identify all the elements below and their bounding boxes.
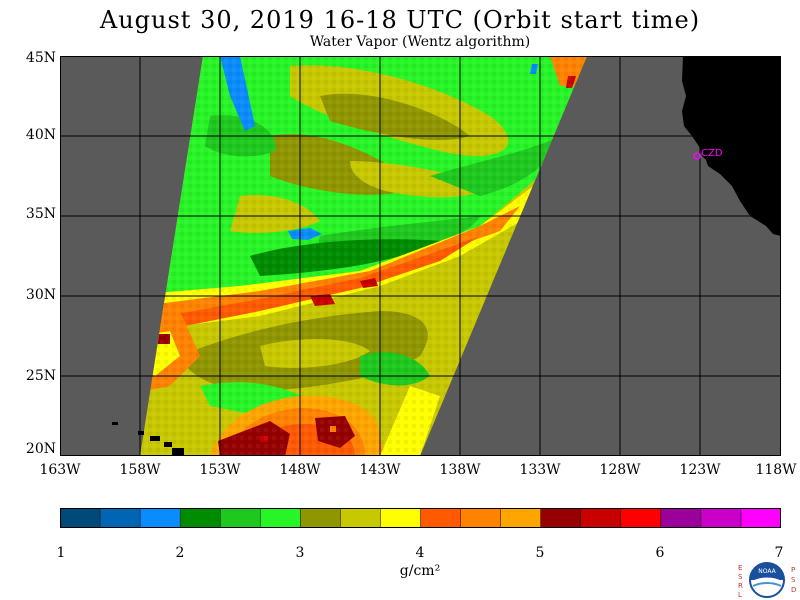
logo-left-letter-2: R [738,582,743,590]
colorbar-tick-2: 2 [175,545,185,561]
lon-label-138w: 138W [439,462,481,478]
lat-label-35n: 35N [25,206,56,222]
colorbar-tick-1: 1 [56,545,66,561]
colorbar-swatch-11 [500,508,542,528]
lon-label-133w: 133W [519,462,561,478]
noaa-logo: E S R L P S D NOAA [738,562,796,599]
logo-text: NOAA [758,568,776,575]
lat-label-40n: 40N [25,127,56,143]
colorbar-swatch-12 [540,508,582,528]
lon-label-118w: 118W [755,462,797,478]
colorbar-swatch-6 [300,508,342,528]
logo-left-letter-0: E [738,564,742,572]
lon-label-158w: 158W [119,462,161,478]
lat-label-20n: 20N [25,441,56,457]
colorbar-swatch-3 [179,508,221,528]
logo-left-letter-3: L [738,591,742,599]
colorbar-swatch-0 [60,508,101,528]
lon-label-143w: 143W [359,462,401,478]
station-czd-label: CZD [701,148,723,159]
colorbar-swatch-14 [620,508,662,528]
colorbar-swatch-4 [219,508,262,528]
logo-right-letter-1: S [791,576,796,584]
water-vapor-map: CZD [60,56,781,456]
graticule [60,56,781,456]
colorbar-swatch-2 [139,508,181,528]
colorbar-units: g/cm² [399,563,441,579]
colorbar-swatch-15 [660,508,702,528]
colorbar-tick-4: 4 [415,545,425,561]
colorbar-swatch-16 [700,508,742,528]
colorbar-swatch-7 [340,508,382,528]
lon-label-123w: 123W [679,462,721,478]
station-czd-marker [693,152,701,160]
colorbar-swatch-10 [460,508,502,528]
colorbar-swatch-17 [740,508,781,528]
colorbar-swatch-1 [99,508,141,528]
lon-label-163w: 163W [39,462,81,478]
map-subtitle: Water Vapor (Wentz algorithm) [309,34,531,50]
lon-label-148w: 148W [279,462,321,478]
lat-label-45n: 45N [25,50,56,66]
colorbar-swatch-8 [380,508,422,528]
colorbar-tick-6: 6 [655,545,665,561]
colorbar-swatch-5 [260,508,302,528]
lon-label-128w: 128W [599,462,641,478]
lat-label-30n: 30N [25,287,56,303]
colorbar [60,508,781,528]
logo-left-letter-1: S [738,573,743,581]
colorbar-tick-5: 5 [535,545,545,561]
lon-label-153w: 153W [199,462,241,478]
colorbar-swatch-13 [580,508,622,528]
land-north-america [682,56,781,236]
colorbar-tick-3: 3 [295,545,305,561]
lat-label-25n: 25N [25,368,56,384]
colorbar-tick-7: 7 [774,545,784,561]
map-title: August 30, 2019 16-18 UTC (Orbit start t… [99,6,701,34]
logo-right-letter-0: P [791,566,795,574]
logo-right-letter-2: D [791,586,796,594]
hawaiian-islands [112,422,184,456]
colorbar-swatch-9 [420,508,462,528]
